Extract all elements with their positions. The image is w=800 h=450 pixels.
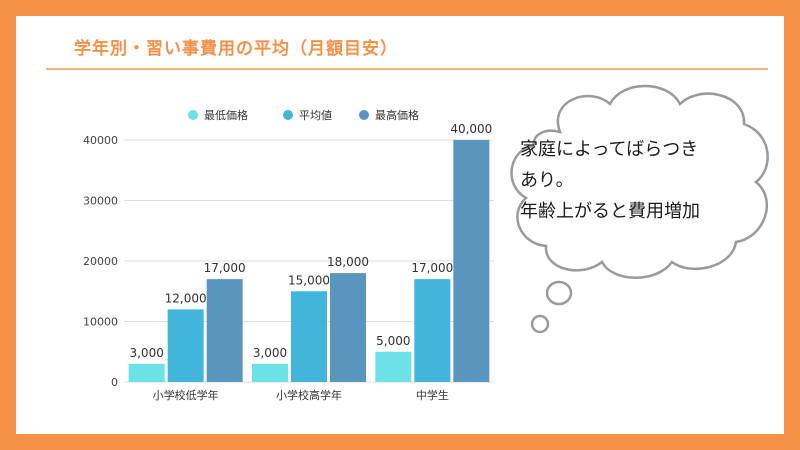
x-tick-label: 小学校低学年: [153, 388, 219, 402]
bar: [291, 291, 327, 382]
bar: [375, 351, 412, 382]
data-label: 3,000: [253, 346, 287, 360]
y-tick-label: 20000: [83, 255, 118, 268]
data-label: 17,000: [204, 261, 246, 275]
legend-marker: [188, 110, 198, 120]
bar: [206, 279, 243, 382]
data-label: 5,000: [376, 334, 410, 348]
legend-label: 最低価格: [204, 108, 248, 122]
data-label: 18,000: [327, 255, 369, 269]
legend-label: 最高価格: [375, 108, 419, 122]
legend-marker: [283, 110, 293, 120]
thought-bubble-line: 年齢上がると費用増加: [520, 201, 700, 222]
bar: [167, 309, 204, 382]
bar: [252, 363, 288, 382]
bar: [414, 279, 451, 382]
y-tick-label: 0: [111, 376, 118, 389]
data-label: 40,000: [450, 122, 492, 136]
slide-title: 学年別・習い事費用の平均（月額目安）: [74, 39, 398, 59]
bar: [453, 140, 490, 382]
thought-bubble-cloud: [510, 84, 769, 279]
data-label: 12,000: [165, 291, 207, 305]
data-label: 15,000: [288, 273, 330, 287]
y-tick-label: 10000: [83, 316, 118, 329]
thought-bubble-text: 家庭によってばらつき あり。 年齢上がると費用増加: [520, 134, 760, 227]
thought-bubble-dot-small: [530, 314, 550, 334]
data-label: 3,000: [129, 346, 163, 360]
bar: [330, 273, 366, 382]
x-tick-label: 中学生: [416, 388, 449, 402]
y-tick-label: 30000: [83, 195, 118, 208]
data-label: 17,000: [411, 261, 453, 275]
thought-bubble-line: あり。: [520, 170, 574, 191]
x-tick-label: 小学校高学年: [276, 388, 342, 402]
bar: [128, 363, 165, 382]
title-divider: [46, 68, 768, 70]
y-tick-label: 40000: [83, 134, 118, 147]
legend-label: 平均値: [299, 109, 332, 122]
thought-bubble-dot-large: [545, 280, 573, 306]
thought-bubble-line: 家庭によってばらつき: [520, 139, 699, 160]
legend-marker: [359, 110, 369, 120]
